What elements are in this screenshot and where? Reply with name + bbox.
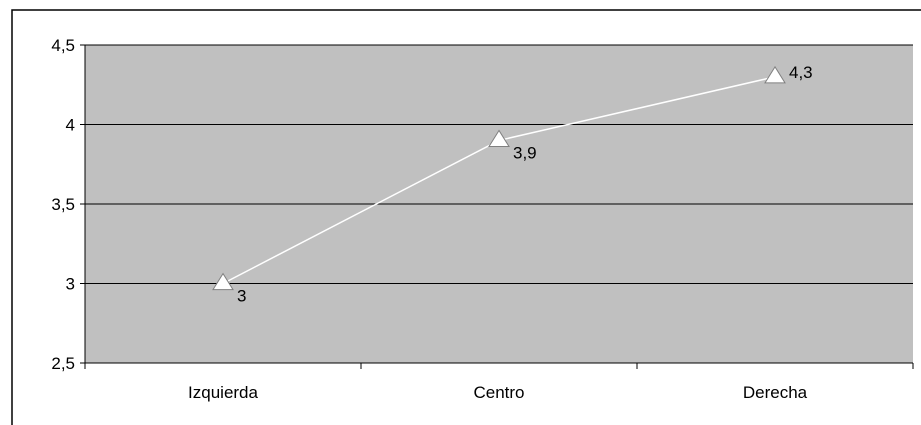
y-axis-ticks: 2,5 3 3,5 4 4,5: [51, 36, 85, 373]
y-tick-label-4: 4,5: [51, 36, 75, 55]
y-tick-label-0: 2,5: [51, 354, 75, 373]
data-label-0: 3: [237, 287, 246, 306]
data-point-2: [764, 65, 786, 84]
data-label-1: 3,9: [513, 143, 537, 162]
series-group: 3 3,9 4,3: [212, 63, 813, 306]
data-point-1: [488, 129, 510, 147]
x-tick-label-0: Izquierda: [188, 383, 258, 402]
y-tick-label-2: 3,5: [51, 195, 75, 214]
y-tick-label-1: 3: [66, 275, 75, 294]
data-label-2: 4,3: [789, 63, 813, 82]
data-point-0: [212, 272, 234, 291]
y-tick-label-3: 4: [66, 116, 75, 135]
x-axis-ticks: Izquierda Centro Derecha: [84, 363, 914, 402]
x-tick-label-2: Derecha: [743, 383, 808, 402]
x-tick-label-1: Centro: [473, 383, 524, 402]
